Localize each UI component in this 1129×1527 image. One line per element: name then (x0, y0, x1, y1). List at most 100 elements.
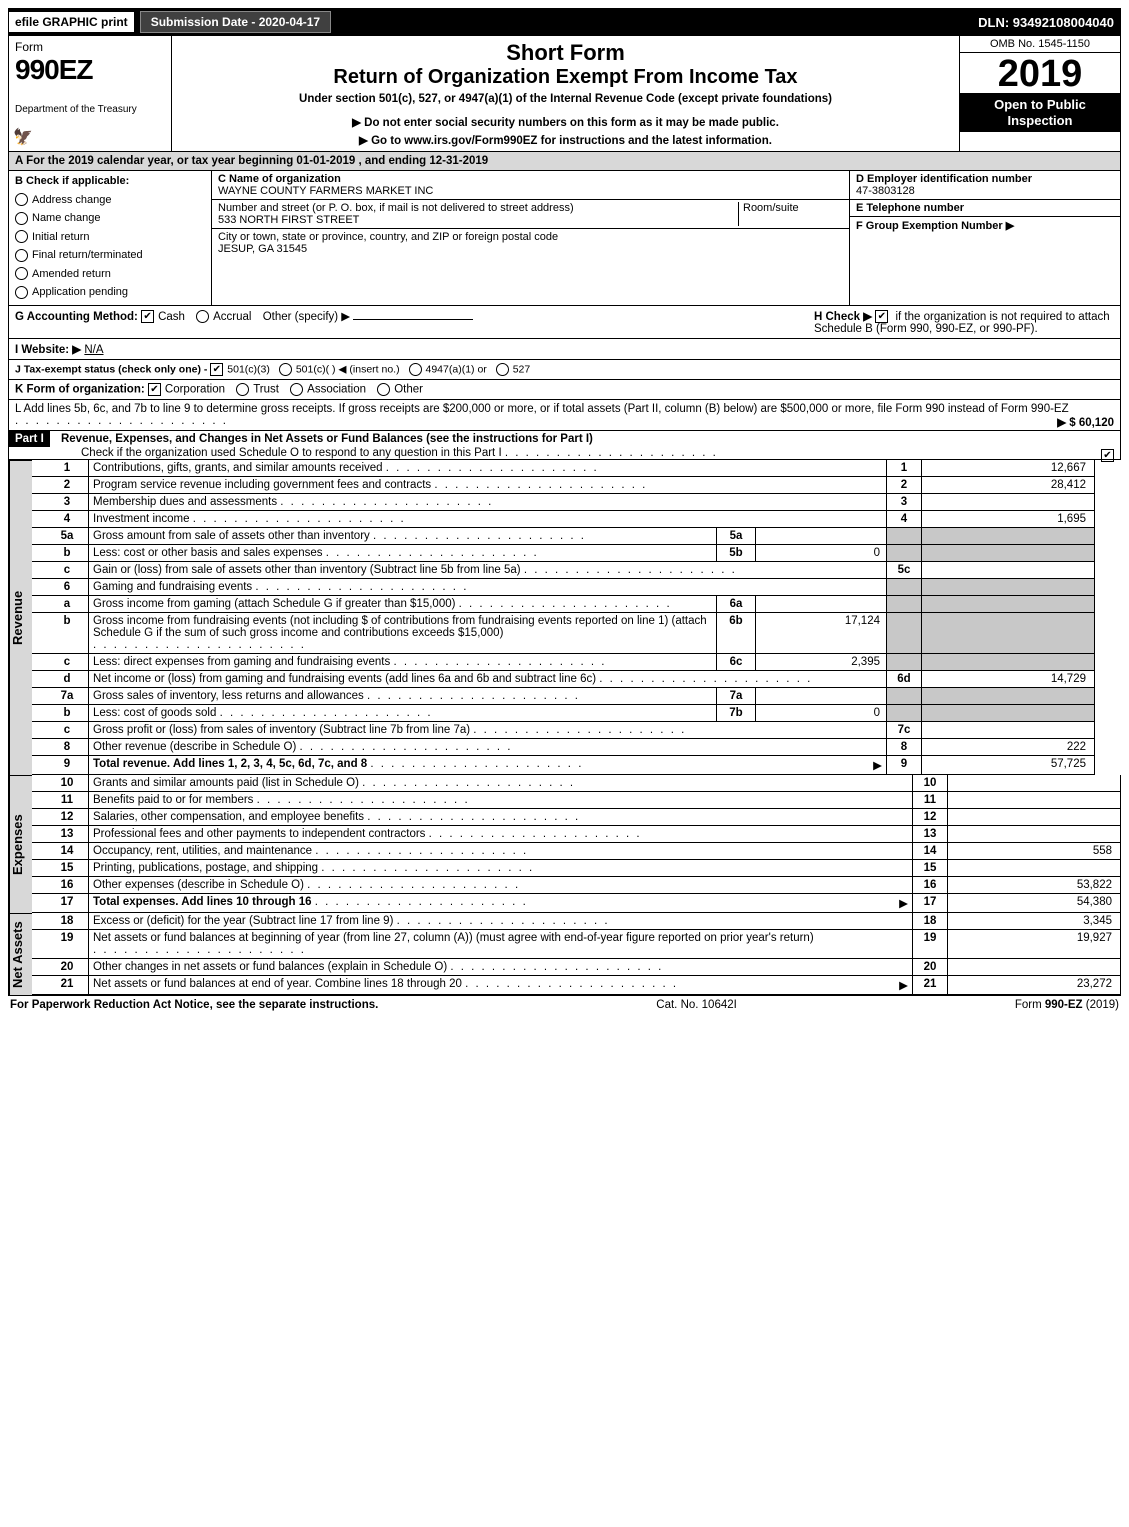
checkbox-name-change[interactable] (15, 212, 28, 225)
line-number: 3 (32, 493, 89, 510)
checkbox-amended-return[interactable] (15, 267, 28, 280)
checkbox-application-pending[interactable] (15, 286, 28, 299)
street-address: 533 NORTH FIRST STREET (218, 214, 738, 226)
box-number: 18 (913, 913, 948, 930)
part1-subheading: Check if the organization used Schedule … (9, 447, 502, 459)
checkbox-527[interactable] (496, 363, 509, 376)
box-number: 16 (913, 876, 948, 893)
expenses-section: Expenses 10Grants and similar amounts pa… (8, 775, 1121, 913)
opt-label: 4947(a)(1) or (426, 363, 487, 375)
short-form-title: Short Form (176, 40, 955, 66)
box-number: 19 (913, 929, 948, 958)
amount (948, 859, 1121, 876)
l-text: L Add lines 5b, 6c, and 7b to line 9 to … (15, 403, 1069, 415)
checkbox-4947[interactable] (409, 363, 422, 376)
line-number: d (32, 670, 89, 687)
box-number (887, 578, 922, 595)
sub-amount (756, 595, 887, 612)
amount: 28,412 (922, 476, 1095, 493)
checkbox-cash[interactable] (141, 310, 154, 323)
box-number: 21 (913, 975, 948, 994)
submission-date-button[interactable]: Submission Date - 2020-04-17 (140, 11, 331, 33)
opt-label: Trust (253, 384, 279, 396)
amount: 12,667 (922, 460, 1095, 477)
footer-mid: Cat. No. 10642I (656, 999, 737, 1011)
checkbox-schedule-o[interactable] (1101, 449, 1114, 462)
box-number: 1 (887, 460, 922, 477)
line-number: 2 (32, 476, 89, 493)
sub-amount (756, 527, 887, 544)
warning-2[interactable]: ▶ Go to www.irs.gov/Form990EZ for instru… (176, 133, 955, 147)
checkbox-final-return[interactable] (15, 249, 28, 262)
sub-amount (756, 687, 887, 704)
amount: 19,927 (948, 929, 1121, 958)
line-desc: Gross profit or (loss) from sales of inv… (89, 721, 887, 738)
line-number: b (32, 704, 89, 721)
line-desc: Program service revenue including govern… (89, 476, 887, 493)
opt-label: Other (394, 384, 423, 396)
line-number: c (32, 653, 89, 670)
revenue-tab: Revenue (9, 460, 32, 775)
checkbox-501c[interactable] (279, 363, 292, 376)
page-footer: For Paperwork Reduction Act Notice, see … (8, 995, 1121, 1014)
table-row: 12Salaries, other compensation, and empl… (32, 808, 1121, 825)
city-label: City or town, state or province, country… (218, 231, 843, 243)
amount (948, 958, 1121, 975)
line-number: 20 (32, 958, 89, 975)
checkbox-h[interactable] (875, 310, 888, 323)
header-right: OMB No. 1545-1150 2019 Open to Public In… (959, 36, 1120, 151)
i-label: I Website: ▶ (15, 344, 81, 356)
line-desc: Less: cost of goods sold (89, 704, 717, 721)
table-row: 4Investment income 41,695 (32, 510, 1095, 527)
table-row: 16Other expenses (describe in Schedule O… (32, 876, 1121, 893)
other-specify-input[interactable] (353, 319, 473, 320)
checkbox-address-change[interactable] (15, 193, 28, 206)
table-row: aGross income from gaming (attach Schedu… (32, 595, 1095, 612)
line-number: 6 (32, 578, 89, 595)
checkbox-501c3[interactable] (210, 363, 223, 376)
sub-line-number: 6b (717, 612, 756, 653)
sub-line-number: 7a (717, 687, 756, 704)
table-row: 5aGross amount from sale of assets other… (32, 527, 1095, 544)
box-number: 20 (913, 958, 948, 975)
line-desc: Gross income from fundraising events (no… (89, 612, 717, 653)
line-number: 9 (32, 755, 89, 774)
line-desc: Gross income from gaming (attach Schedul… (89, 595, 717, 612)
box-number: 9 (887, 755, 922, 774)
line-number: 18 (32, 913, 89, 930)
line-number: a (32, 595, 89, 612)
amount (922, 527, 1095, 544)
checkbox-initial-return[interactable] (15, 230, 28, 243)
checkbox-accrual[interactable] (196, 310, 209, 323)
line-desc: Total expenses. Add lines 10 through 16 … (89, 893, 913, 912)
table-row: bLess: cost or other basis and sales exp… (32, 544, 1095, 561)
cash-label: Cash (158, 311, 185, 323)
info-grid: B Check if applicable: Address change Na… (8, 171, 1121, 306)
line-number: c (32, 721, 89, 738)
line-desc: Net assets or fund balances at end of ye… (89, 975, 913, 994)
main-title: Return of Organization Exempt From Incom… (176, 66, 955, 89)
amount (922, 653, 1095, 670)
line-desc: Gaming and fundraising events (89, 578, 887, 595)
part1-header-row: Part I Revenue, Expenses, and Changes in… (8, 431, 1121, 460)
line-desc: Membership dues and assessments (89, 493, 887, 510)
opt-label: 527 (513, 363, 531, 375)
line-desc: Net income or (loss) from gaming and fun… (89, 670, 887, 687)
expenses-tab: Expenses (9, 775, 32, 913)
table-row: 11Benefits paid to or for members 11 (32, 791, 1121, 808)
sub-line-number: 5a (717, 527, 756, 544)
other-label: Other (specify) ▶ (263, 311, 350, 323)
line-desc: Excess or (deficit) for the year (Subtra… (89, 913, 913, 930)
table-row: 1Contributions, gifts, grants, and simil… (32, 460, 1095, 477)
checkbox-other-org[interactable] (377, 383, 390, 396)
part1-heading: Revenue, Expenses, and Changes in Net As… (61, 433, 593, 445)
room-suite-label: Room/suite (738, 202, 843, 226)
checkbox-corporation[interactable] (148, 383, 161, 396)
website-value[interactable]: N/A (84, 344, 103, 356)
amount: 222 (922, 738, 1095, 755)
checkbox-association[interactable] (290, 383, 303, 396)
amount: 53,822 (948, 876, 1121, 893)
amount (922, 612, 1095, 653)
efile-label[interactable]: efile GRAPHIC print (9, 12, 134, 32)
checkbox-trust[interactable] (236, 383, 249, 396)
